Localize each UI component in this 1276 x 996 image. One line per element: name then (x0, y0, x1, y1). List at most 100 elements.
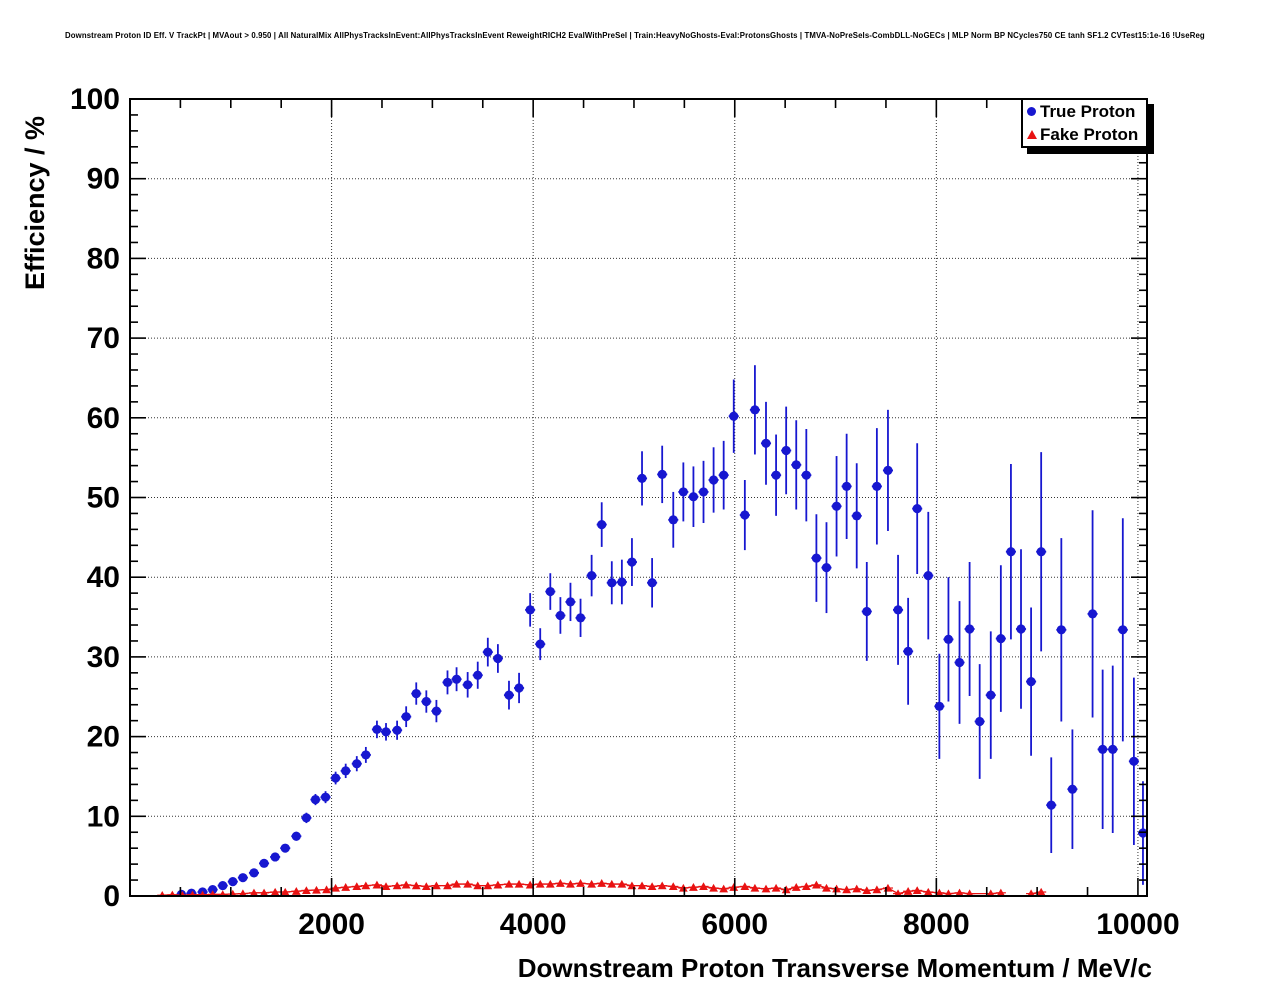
data-point-fake-proton (894, 889, 902, 896)
data-point-fake-proton (401, 880, 411, 889)
data-point-true-proton (249, 868, 259, 878)
data-point-true-proton (934, 701, 944, 711)
y-tick-label-10: 10 (87, 800, 120, 833)
plot-title: Downstream Proton ID Eff. V TrackPt | MV… (65, 31, 1205, 40)
data-point-true-proton (535, 639, 545, 649)
data-point-fake-proton (270, 887, 280, 896)
data-point-true-proton (647, 578, 657, 588)
data-point-true-proton (1046, 800, 1056, 810)
x-tick-label-8000: 8000 (903, 908, 970, 941)
y-tick-label-40: 40 (87, 561, 120, 594)
data-point-fake-proton (361, 881, 371, 890)
data-point-fake-proton (432, 881, 441, 890)
data-point-true-proton (401, 712, 411, 722)
data-point-fake-proton (842, 885, 852, 894)
data-point-true-proton (668, 515, 678, 525)
data-point-fake-proton (903, 887, 913, 895)
data-point-true-proton (831, 501, 842, 511)
data-point-true-proton (451, 674, 462, 684)
legend: True Proton Fake Proton (1021, 98, 1148, 148)
data-point-fake-proton (421, 882, 431, 891)
data-point-fake-proton (657, 881, 667, 890)
data-point-true-proton (525, 605, 535, 615)
y-axis-title: Efficiency / % (20, 116, 50, 290)
axis-tick-labels: 2000 4000 6000 8000 10000 0 10 20 30 40 50 60 70 80 90… (70, 83, 1180, 941)
data-point-true-proton (208, 885, 218, 895)
data-point-fake-proton (647, 882, 657, 891)
data-point-fake-proton (219, 890, 226, 896)
legend-label-fake-proton: Fake Proton (1040, 125, 1139, 144)
data-point-fake-proton (761, 884, 771, 893)
data-point-true-proton (331, 773, 341, 783)
data-point-fake-proton (1027, 889, 1035, 896)
data-point-fake-proton (617, 879, 627, 888)
x-tick-label-4000: 4000 (500, 908, 567, 941)
y-tick-label-70: 70 (87, 322, 120, 355)
data-point-true-proton (1056, 625, 1066, 635)
data-point-true-proton (597, 519, 607, 530)
data-point-fake-proton (352, 882, 362, 891)
series-fake-proton (157, 879, 1047, 896)
data-point-true-proton (310, 794, 321, 805)
legend-item-true-proton: True Proton (1023, 100, 1146, 123)
data-point-fake-proton (169, 890, 176, 896)
data-point-fake-proton (607, 879, 617, 888)
data-point-true-proton (903, 646, 913, 656)
data-point-true-proton (740, 510, 750, 520)
data-point-true-proton (392, 725, 402, 735)
data-point-true-proton (352, 759, 362, 769)
data-point-true-proton (320, 792, 331, 802)
data-point-true-proton (708, 475, 719, 485)
data-point-fake-proton (637, 881, 647, 890)
data-point-fake-proton (965, 889, 974, 896)
true-proton-circle-icon (1027, 107, 1036, 116)
data-point-fake-proton (159, 891, 166, 896)
legend-marker-cell (1023, 130, 1040, 139)
data-point-true-proton (862, 606, 872, 617)
data-point-fake-proton (912, 886, 922, 895)
data-point-true-proton (627, 557, 637, 567)
y-tick-label-60: 60 (87, 402, 120, 435)
data-point-fake-proton (750, 883, 760, 892)
data-point-fake-proton (411, 881, 421, 890)
data-point-true-proton (381, 727, 391, 737)
y-tick-label-90: 90 (87, 163, 120, 196)
data-point-fake-proton (301, 886, 311, 895)
data-point-fake-proton (291, 887, 301, 895)
legend-label-true-proton: True Proton (1040, 102, 1136, 121)
data-point-true-proton (280, 843, 290, 853)
data-point-fake-proton (473, 881, 483, 890)
data-point-fake-proton (372, 880, 382, 889)
data-point-true-proton (678, 487, 688, 497)
data-point-true-proton (514, 683, 524, 693)
data-point-fake-proton (678, 883, 688, 892)
data-point-fake-proton (852, 884, 862, 893)
axis-ticks (130, 98, 1147, 897)
data-point-true-proton (883, 465, 893, 476)
data-point-fake-proton (587, 879, 597, 888)
data-point-fake-proton (452, 879, 461, 888)
data-point-fake-proton (381, 882, 391, 891)
data-point-fake-proton (729, 883, 739, 891)
y-tick-label-50: 50 (87, 482, 120, 515)
data-point-fake-proton (944, 889, 953, 896)
y-tick-label-80: 80 (87, 242, 120, 275)
data-point-fake-proton (709, 883, 718, 892)
data-point-true-proton (688, 492, 699, 502)
data-point-fake-proton (525, 880, 535, 889)
data-point-fake-proton (555, 879, 565, 887)
data-point-true-proton (761, 438, 771, 448)
data-point-fake-proton (239, 889, 247, 896)
data-point-fake-proton (514, 879, 524, 888)
data-point-true-proton (411, 688, 421, 699)
data-point-true-proton (975, 716, 985, 727)
data-point-fake-proton (872, 885, 882, 894)
data-point-true-proton (607, 578, 617, 588)
y-tick-label-100: 100 (70, 83, 120, 116)
data-point-true-proton (657, 469, 667, 479)
data-point-fake-proton (535, 879, 545, 888)
series-true-proton (176, 365, 1147, 896)
y-tick-label-0: 0 (103, 880, 120, 913)
data-point-fake-proton (249, 888, 259, 896)
